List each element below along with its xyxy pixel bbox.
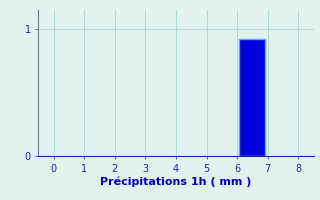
- Bar: [239, 39, 266, 156]
- X-axis label: Précipitations 1h ( mm ): Précipitations 1h ( mm ): [100, 176, 252, 187]
